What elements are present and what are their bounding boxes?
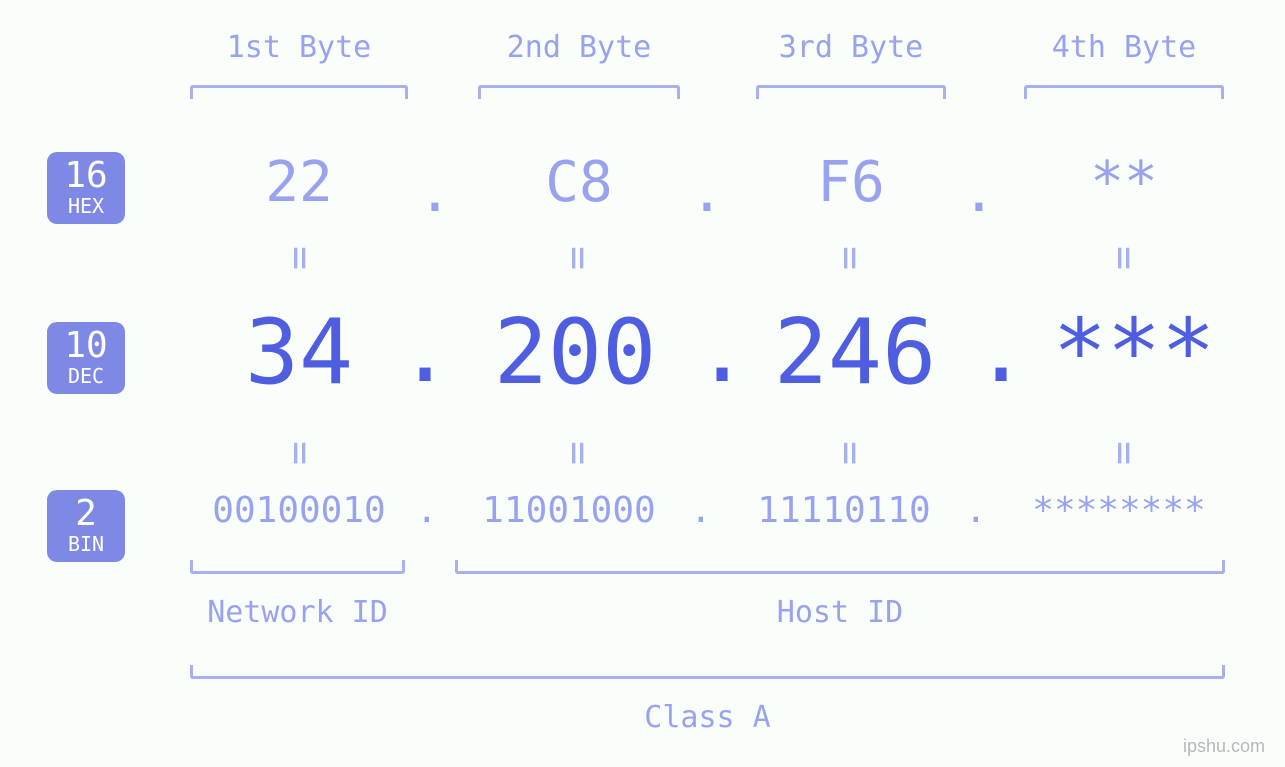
radix-abbr: DEC (47, 366, 125, 386)
radix-number: 10 (47, 328, 125, 364)
dot-icon: . (690, 160, 724, 225)
equals-icon: = (1101, 441, 1147, 465)
hex-byte-2: C8 (478, 150, 680, 215)
hex-byte-1: 22 (190, 150, 408, 215)
equals-icon: = (555, 441, 601, 465)
dot-icon: . (695, 298, 749, 403)
network-id-bracket (190, 560, 405, 574)
dot-icon: . (962, 160, 996, 225)
dot-icon: . (416, 490, 438, 531)
dec-byte-2: 200 (450, 300, 700, 405)
dot-icon: . (418, 160, 452, 225)
equals-icon: = (1101, 246, 1147, 270)
hex-byte-3: F6 (756, 150, 946, 215)
byte-bracket-4 (1024, 85, 1224, 99)
bin-byte-3: 11110110 (735, 490, 953, 531)
byte-header-3: 3rd Byte (756, 30, 946, 65)
dec-byte-1: 34 (190, 300, 408, 405)
dot-icon: . (965, 490, 987, 531)
host-id-label: Host ID (455, 595, 1225, 630)
byte-bracket-1 (190, 85, 408, 99)
radix-badge-dec: 10 DEC (47, 322, 125, 394)
equals-icon: = (827, 441, 873, 465)
dot-icon: . (974, 298, 1028, 403)
equals-icon: = (277, 441, 323, 465)
radix-abbr: BIN (47, 534, 125, 554)
ip-diagram: 1st Byte 2nd Byte 3rd Byte 4th Byte 16 H… (0, 0, 1285, 767)
byte-bracket-3 (756, 85, 946, 99)
host-id-bracket (455, 560, 1225, 574)
dec-byte-3: 246 (730, 300, 980, 405)
equals-icon: = (277, 246, 323, 270)
hex-byte-4: ** (1024, 150, 1224, 215)
bin-byte-1: 00100010 (190, 490, 408, 531)
dot-icon: . (690, 490, 712, 531)
bin-byte-2: 11001000 (460, 490, 678, 531)
radix-abbr: HEX (47, 196, 125, 216)
radix-number: 16 (47, 158, 125, 194)
radix-badge-hex: 16 HEX (47, 152, 125, 224)
byte-header-4: 4th Byte (1024, 30, 1224, 65)
dot-icon: . (398, 298, 452, 403)
bin-byte-4: ******** (1010, 490, 1228, 531)
class-label: Class A (190, 700, 1225, 735)
equals-icon: = (555, 246, 601, 270)
class-bracket (190, 665, 1225, 679)
byte-header-1: 1st Byte (190, 30, 408, 65)
radix-number: 2 (47, 496, 125, 532)
byte-header-2: 2nd Byte (478, 30, 680, 65)
byte-bracket-2 (478, 85, 680, 99)
dec-byte-4: *** (1024, 300, 1244, 405)
radix-badge-bin: 2 BIN (47, 490, 125, 562)
watermark: ipshu.com (1183, 736, 1265, 757)
network-id-label: Network ID (190, 595, 405, 630)
equals-icon: = (827, 246, 873, 270)
